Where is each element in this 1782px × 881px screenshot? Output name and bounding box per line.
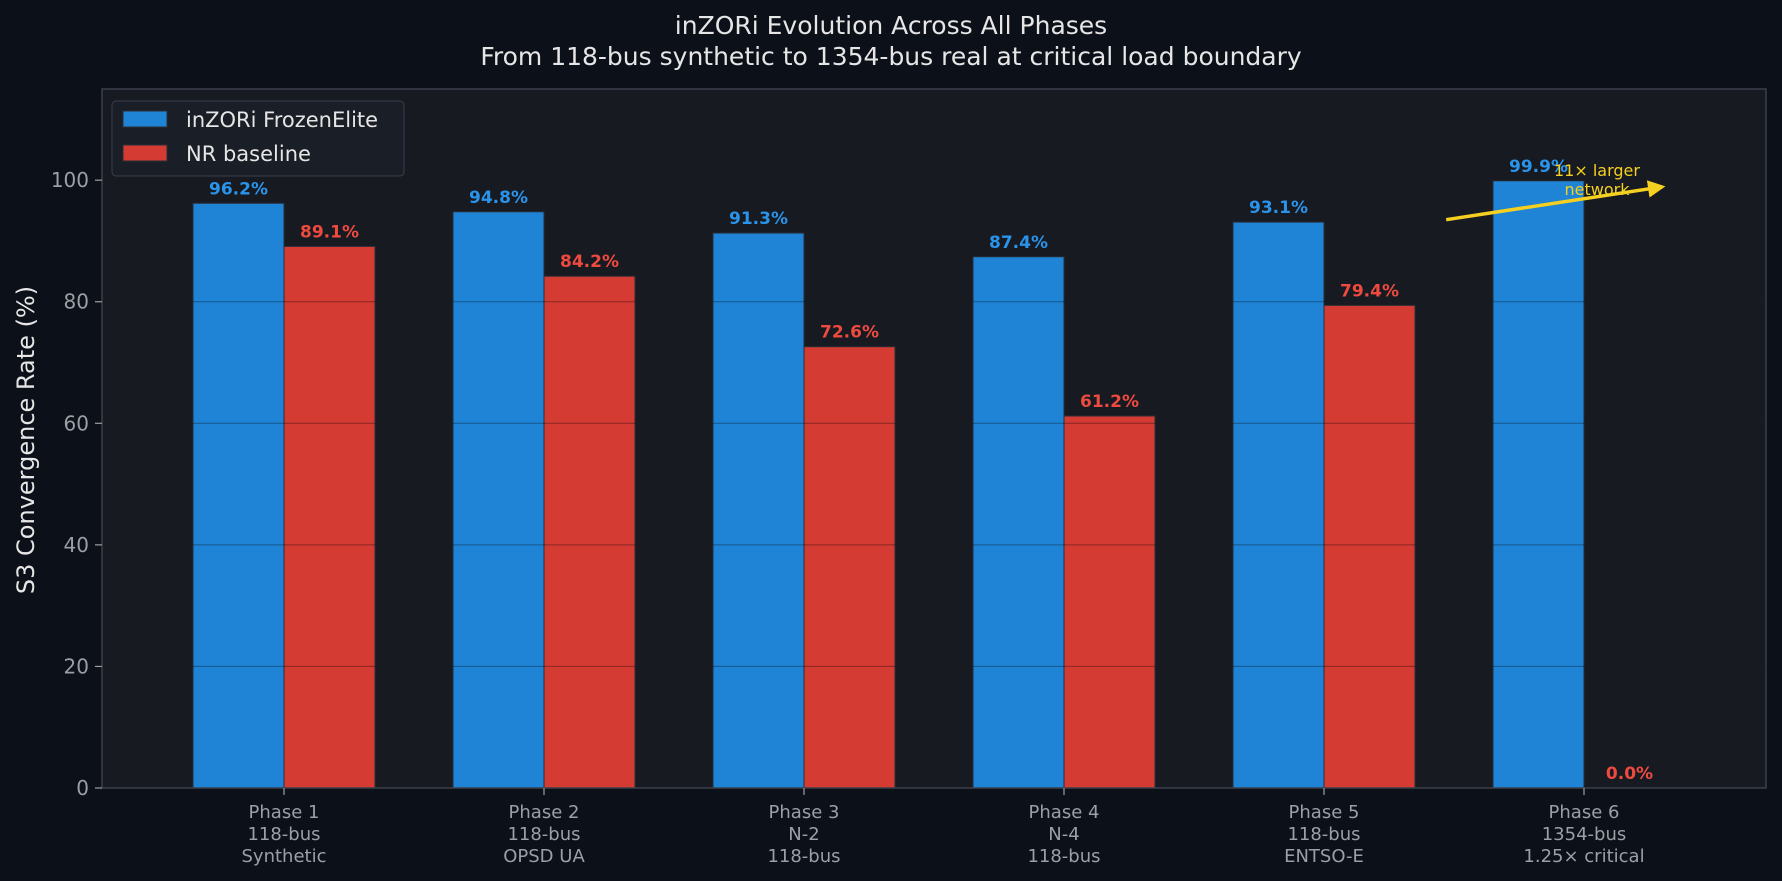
chart-subtitle: From 118-bus synthetic to 1354-bus real … [480,42,1302,71]
x-tick-label: ENTSO-E [1284,846,1364,867]
legend-swatch-nr [122,144,168,162]
y-tick-label: 100 [51,168,89,192]
x-tick-label: OPSD UA [503,846,585,867]
x-tick-label: Phase 4 [1029,802,1100,823]
bar-inzori [1232,221,1325,789]
legend: inZORi FrozenElite NR baseline [111,100,405,177]
x-tick-label: 118-bus [507,824,580,845]
x-tick-label: Synthetic [242,846,327,867]
x-tick-label: 118-bus [767,846,840,867]
annotation-arrow [1445,180,1666,222]
data-label-nr: 79.4% [1340,281,1399,301]
x-tick-label: N-2 [788,824,819,845]
x-tick-label: Phase 1 [249,802,320,823]
bar-nr [1063,415,1156,789]
legend-label-inzori: inZORi FrozenElite [186,108,378,132]
data-label-inzori: 96.2% [209,179,268,199]
x-tick-label: Phase 2 [509,802,580,823]
x-tick-label: N-4 [1048,824,1079,845]
data-label-inzori: 99.9% [1509,157,1568,177]
bar-nr [803,346,896,789]
x-tick-label: 118-bus [1287,824,1360,845]
x-tick-label: 1.25× critical [1523,846,1644,867]
data-label-inzori: 87.4% [989,233,1048,253]
y-tick-label: 0 [76,776,89,800]
data-label-nr: 84.2% [560,252,619,272]
y-tick-label: 40 [64,533,89,557]
x-tick-label: 1354-bus [1542,824,1627,845]
data-label-nr: 89.1% [300,222,359,242]
x-tick-label: 118-bus [1027,846,1100,867]
bar-inzori [1492,180,1585,789]
legend-box [111,100,405,177]
legend-label-nr: NR baseline [186,142,311,166]
data-label-inzori: 93.1% [1249,198,1308,218]
bar-inzori [712,232,805,789]
bar-nr [1323,304,1416,789]
data-label-inzori: 94.8% [469,188,528,208]
y-tick-label: 20 [64,654,89,678]
x-tick-label: Phase 3 [769,802,840,823]
bar-inzori [192,202,285,789]
x-tick-label: Phase 5 [1289,802,1360,823]
x-tick-label: 118-bus [247,824,320,845]
y-tick-label: 80 [64,290,89,314]
bar-inzori [972,256,1065,789]
chart-title: inZORi Evolution Across All Phases [675,11,1107,40]
y-axis-label: S3 Convergence Rate (%) [12,286,40,594]
bar-nr [283,245,376,789]
data-label-inzori: 91.3% [729,209,788,229]
legend-swatch-inzori [122,110,168,128]
annotation-text: network [1565,180,1631,199]
bar-inzori [452,211,545,789]
y-tick-label: 60 [64,411,89,435]
data-label-nr: 61.2% [1080,392,1139,412]
annotation-text: 11× larger [1554,161,1640,180]
data-label-nr: 0.0% [1606,764,1653,784]
data-label-nr: 72.6% [820,323,879,343]
plot-frame [101,88,1767,789]
x-tick-label: Phase 6 [1549,802,1620,823]
bar-nr [543,275,636,789]
plot-area [102,89,1766,788]
